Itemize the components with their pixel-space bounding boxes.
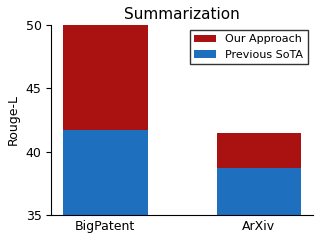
Bar [63, 24, 148, 130]
Legend: Our Approach, Previous SoTA: Our Approach, Previous SoTA [189, 30, 308, 65]
Bar [63, 130, 148, 215]
Title: Summarization: Summarization [124, 7, 240, 22]
Bar [217, 132, 301, 168]
Bar [217, 168, 301, 215]
Y-axis label: Rouge-L: Rouge-L [7, 94, 20, 145]
